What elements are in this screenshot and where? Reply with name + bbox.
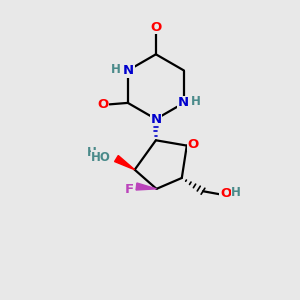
Text: O: O	[188, 138, 199, 151]
Text: O: O	[150, 21, 161, 34]
Text: O: O	[98, 98, 109, 111]
Text: H: H	[191, 95, 201, 108]
Text: HO: HO	[91, 151, 111, 164]
Polygon shape	[136, 183, 157, 190]
Text: N: N	[150, 112, 161, 126]
Text: O: O	[100, 148, 111, 161]
Text: H: H	[110, 62, 120, 76]
Text: F: F	[124, 183, 134, 196]
Text: N: N	[178, 96, 189, 110]
Text: N: N	[123, 64, 134, 77]
Text: H: H	[87, 146, 97, 159]
Polygon shape	[115, 155, 135, 170]
Text: H: H	[231, 186, 241, 199]
Text: O: O	[220, 187, 231, 200]
